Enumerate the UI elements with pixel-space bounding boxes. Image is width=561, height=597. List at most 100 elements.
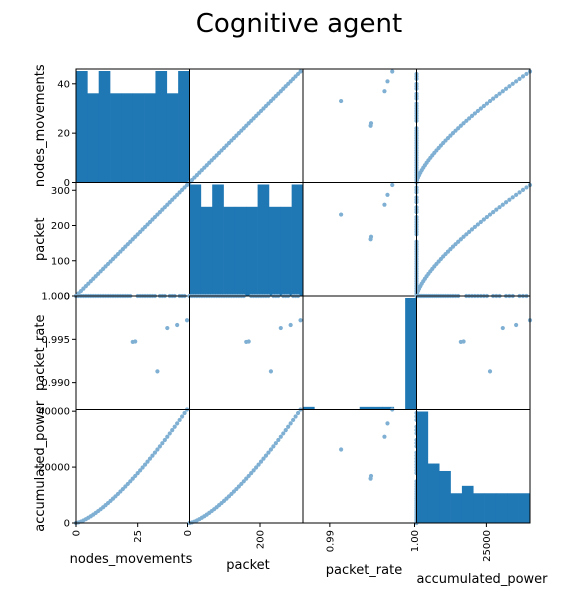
scatter-point [487, 212, 493, 217]
x-axis-label: accumulated_power [416, 572, 548, 587]
scatter-point [453, 128, 458, 133]
hist-bar [166, 93, 179, 183]
hist-bar [359, 406, 372, 410]
scatter-point [165, 325, 170, 331]
scatter-point [155, 369, 160, 374]
y-tick-label: 20 [57, 129, 70, 140]
scatter-point [456, 239, 461, 244]
scatter-point [295, 410, 301, 416]
scatter-point [472, 224, 478, 230]
panel-frame [416, 295, 531, 410]
scatter-point [461, 121, 466, 126]
y-tick-label: 40000 [38, 407, 70, 418]
scatter-point [475, 108, 480, 114]
scatter-point [390, 69, 395, 74]
panel-frame [302, 182, 417, 297]
scatter-point [254, 465, 259, 470]
panel-packet-vs-packet [189, 182, 304, 297]
x-tick-label: 0 [183, 530, 194, 536]
x-tick-label: 0 [72, 530, 83, 536]
scatter-point [246, 339, 251, 344]
hist-bar [121, 93, 134, 183]
y-axis-label: packet_rate [33, 315, 48, 391]
y-tick-label: 300 [51, 186, 70, 197]
hist-bar [189, 184, 202, 296]
scatter-point [514, 79, 519, 84]
scatter-point [182, 410, 187, 416]
scatter-point [458, 237, 463, 242]
scatter-point [491, 210, 496, 215]
panel-nodes_movements-vs-packet_rate [302, 68, 419, 185]
scatter-point [385, 421, 390, 426]
scatter-point [494, 94, 499, 99]
panel-nodes_movements-vs-nodes_movements [75, 68, 190, 183]
scatter-point [288, 421, 293, 426]
scatter-point [281, 431, 286, 436]
panel-grid [73, 68, 533, 526]
y-tick-label: 1.000 [41, 292, 70, 303]
x-axis-label: packet_rate [326, 563, 402, 578]
scatter-point [464, 232, 469, 237]
panel-frame [302, 68, 417, 183]
scatter-point [152, 450, 158, 455]
scatter-point [520, 74, 526, 79]
scatter-point [497, 205, 502, 210]
hist-bar [507, 493, 519, 523]
scatter-point [288, 322, 293, 328]
scatter-point [167, 431, 172, 436]
y-tick-label: 100 [51, 256, 70, 267]
y-tick-label: 0 [64, 519, 70, 530]
scatter-point [251, 468, 256, 473]
scatter-point [456, 126, 461, 131]
x-tick-label: 25 [133, 530, 144, 543]
scatter-point [266, 450, 271, 455]
panel-frame [302, 409, 417, 524]
hist-bar [110, 93, 122, 183]
panel-packet_rate-vs-accumulated_power [414, 293, 533, 410]
y-axis-label: packet [33, 217, 48, 261]
scatter-point [142, 462, 148, 467]
scatter-point [278, 434, 283, 439]
hist-bar [280, 206, 292, 296]
scatter-point [481, 217, 486, 222]
panel-packet-vs-packet_rate [302, 182, 419, 299]
scatter-point [170, 428, 175, 433]
scatter-point [382, 89, 387, 94]
hist-bar [291, 184, 304, 296]
scatter-point [368, 473, 374, 479]
panel-packet-vs-accumulated_power [414, 182, 533, 299]
hist-bar [303, 406, 315, 410]
hist-bar [246, 206, 258, 296]
scatter-point [286, 424, 291, 429]
hist-bar [439, 470, 451, 523]
scatter-point [239, 481, 244, 487]
scatter-point [453, 242, 458, 247]
y-axis-label: accumulated_power [33, 400, 48, 532]
scatter-point [507, 84, 512, 89]
scatter-point [461, 339, 466, 344]
scatter-point [128, 479, 133, 484]
scatter-point [458, 123, 463, 128]
scatter-point [283, 428, 288, 433]
x-tick-label: 200 [255, 530, 266, 549]
panel-frame [189, 295, 304, 410]
scatter-point [258, 459, 264, 464]
scatter-point [133, 339, 138, 344]
scatter-point [175, 421, 180, 426]
scatter-point [256, 462, 261, 467]
panel-frame [75, 409, 190, 524]
scatter-point [138, 468, 143, 473]
hist-bar [257, 184, 270, 296]
hist-bar [450, 493, 463, 523]
scatter-point [339, 98, 344, 104]
scatter-point [491, 96, 496, 101]
scatter-point [500, 202, 505, 207]
y-tick-label: 0 [64, 178, 70, 189]
scatter-point [478, 219, 483, 225]
scatter-point [140, 465, 145, 470]
scatter-point [503, 86, 509, 91]
scatter-point [503, 200, 509, 205]
y-tick-label: 0 [64, 292, 70, 303]
scatter-point [278, 325, 283, 331]
panel-packet_rate-vs-nodes_movements [73, 293, 190, 410]
